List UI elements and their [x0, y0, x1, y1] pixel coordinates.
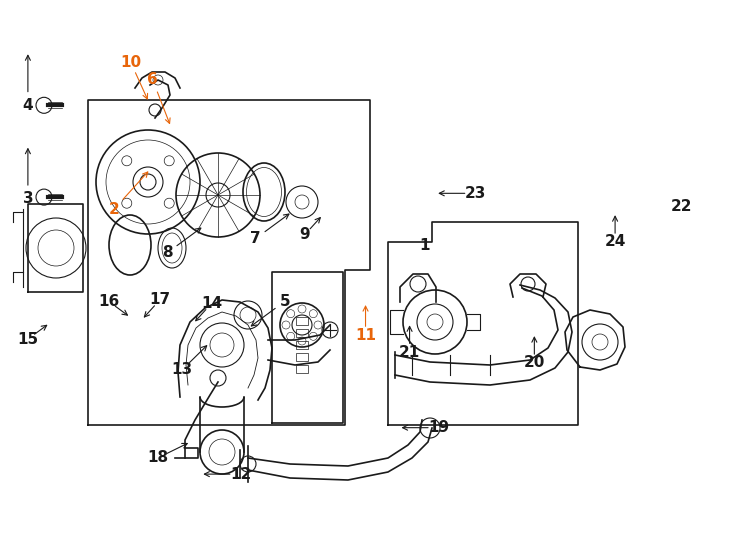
Text: 3: 3	[23, 191, 33, 206]
Text: 1: 1	[419, 238, 429, 253]
Text: 13: 13	[172, 362, 192, 377]
Text: 15: 15	[18, 332, 38, 347]
Text: 7: 7	[250, 231, 261, 246]
Bar	[296, 341, 308, 349]
Text: 11: 11	[355, 328, 376, 343]
Text: 4: 4	[23, 98, 33, 113]
Text: 9: 9	[299, 227, 310, 242]
Bar	[296, 317, 308, 325]
Text: 8: 8	[162, 245, 172, 260]
Text: 10: 10	[120, 55, 141, 70]
Bar	[296, 353, 308, 361]
Text: 14: 14	[201, 296, 222, 311]
Text: 24: 24	[604, 234, 626, 249]
Text: 5: 5	[280, 294, 290, 309]
Text: 12: 12	[230, 467, 251, 482]
Text: 18: 18	[148, 450, 168, 465]
Text: 20: 20	[523, 355, 545, 370]
Text: 21: 21	[399, 345, 420, 360]
Text: 19: 19	[429, 420, 449, 435]
Text: 16: 16	[98, 294, 119, 309]
Bar	[296, 365, 308, 373]
Text: 2: 2	[109, 202, 119, 217]
Text: 17: 17	[150, 292, 170, 307]
Text: 23: 23	[465, 186, 487, 201]
Text: 22: 22	[670, 199, 692, 214]
Text: 6: 6	[148, 72, 158, 87]
Bar	[296, 329, 308, 337]
